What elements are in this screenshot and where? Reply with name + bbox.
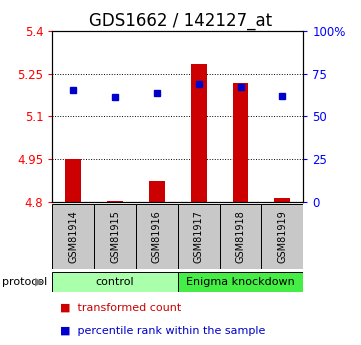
Bar	[136, 204, 178, 269]
Bar	[261, 204, 303, 269]
Text: GSM81917: GSM81917	[194, 210, 204, 263]
Bar	[178, 204, 219, 269]
Text: ▶: ▶	[35, 277, 43, 286]
Text: ■  percentile rank within the sample: ■ percentile rank within the sample	[60, 326, 265, 336]
Bar	[178, 272, 303, 292]
Bar	[219, 204, 261, 269]
Bar	[107, 201, 123, 202]
Bar	[274, 198, 290, 202]
Text: control: control	[96, 277, 134, 286]
Bar	[65, 159, 81, 202]
Text: GSM81914: GSM81914	[68, 210, 78, 263]
Text: GSM81918: GSM81918	[235, 210, 245, 263]
Text: ■  transformed count: ■ transformed count	[60, 302, 181, 312]
Text: GDS1662 / 142127_at: GDS1662 / 142127_at	[89, 12, 272, 30]
Bar	[94, 204, 136, 269]
Bar	[52, 204, 94, 269]
Bar	[52, 272, 178, 292]
Text: Enigma knockdown: Enigma knockdown	[186, 277, 295, 286]
Bar	[232, 83, 248, 202]
Bar	[191, 65, 206, 202]
Text: GSM81919: GSM81919	[277, 210, 287, 263]
Text: protocol: protocol	[2, 277, 47, 286]
Text: GSM81916: GSM81916	[152, 210, 162, 263]
Text: GSM81915: GSM81915	[110, 210, 120, 263]
Bar	[149, 181, 165, 202]
